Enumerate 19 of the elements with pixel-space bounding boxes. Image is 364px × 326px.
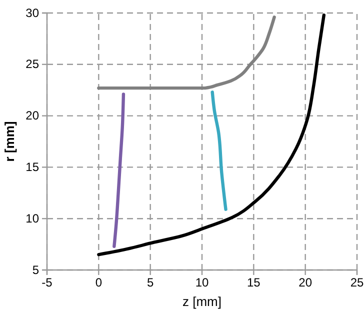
x-tick-label: 10 (195, 276, 209, 290)
x-tick-label: 20 (298, 276, 312, 290)
y-axis-title: r [mm] (2, 121, 17, 162)
y-tick-label: 30 (26, 6, 40, 20)
x-tick-label: -5 (42, 276, 53, 290)
y-tick-label: 15 (26, 160, 40, 174)
x-tick-label: 5 (146, 276, 154, 290)
x-axis-title: z [mm] (182, 294, 222, 309)
x-tick-label: 15 (246, 276, 261, 290)
line-series (210, 90, 228, 211)
line-series (112, 92, 126, 248)
y-tick-label: 20 (26, 108, 40, 123)
line-series (97, 16, 276, 90)
x-tick-label: 25 (350, 276, 364, 290)
y-tick-label: 10 (26, 211, 40, 226)
y-tick-label: 5 (32, 262, 40, 277)
x-tick-label: 0 (95, 276, 102, 290)
y-tick-label: 25 (26, 57, 40, 72)
line-series (97, 13, 326, 256)
